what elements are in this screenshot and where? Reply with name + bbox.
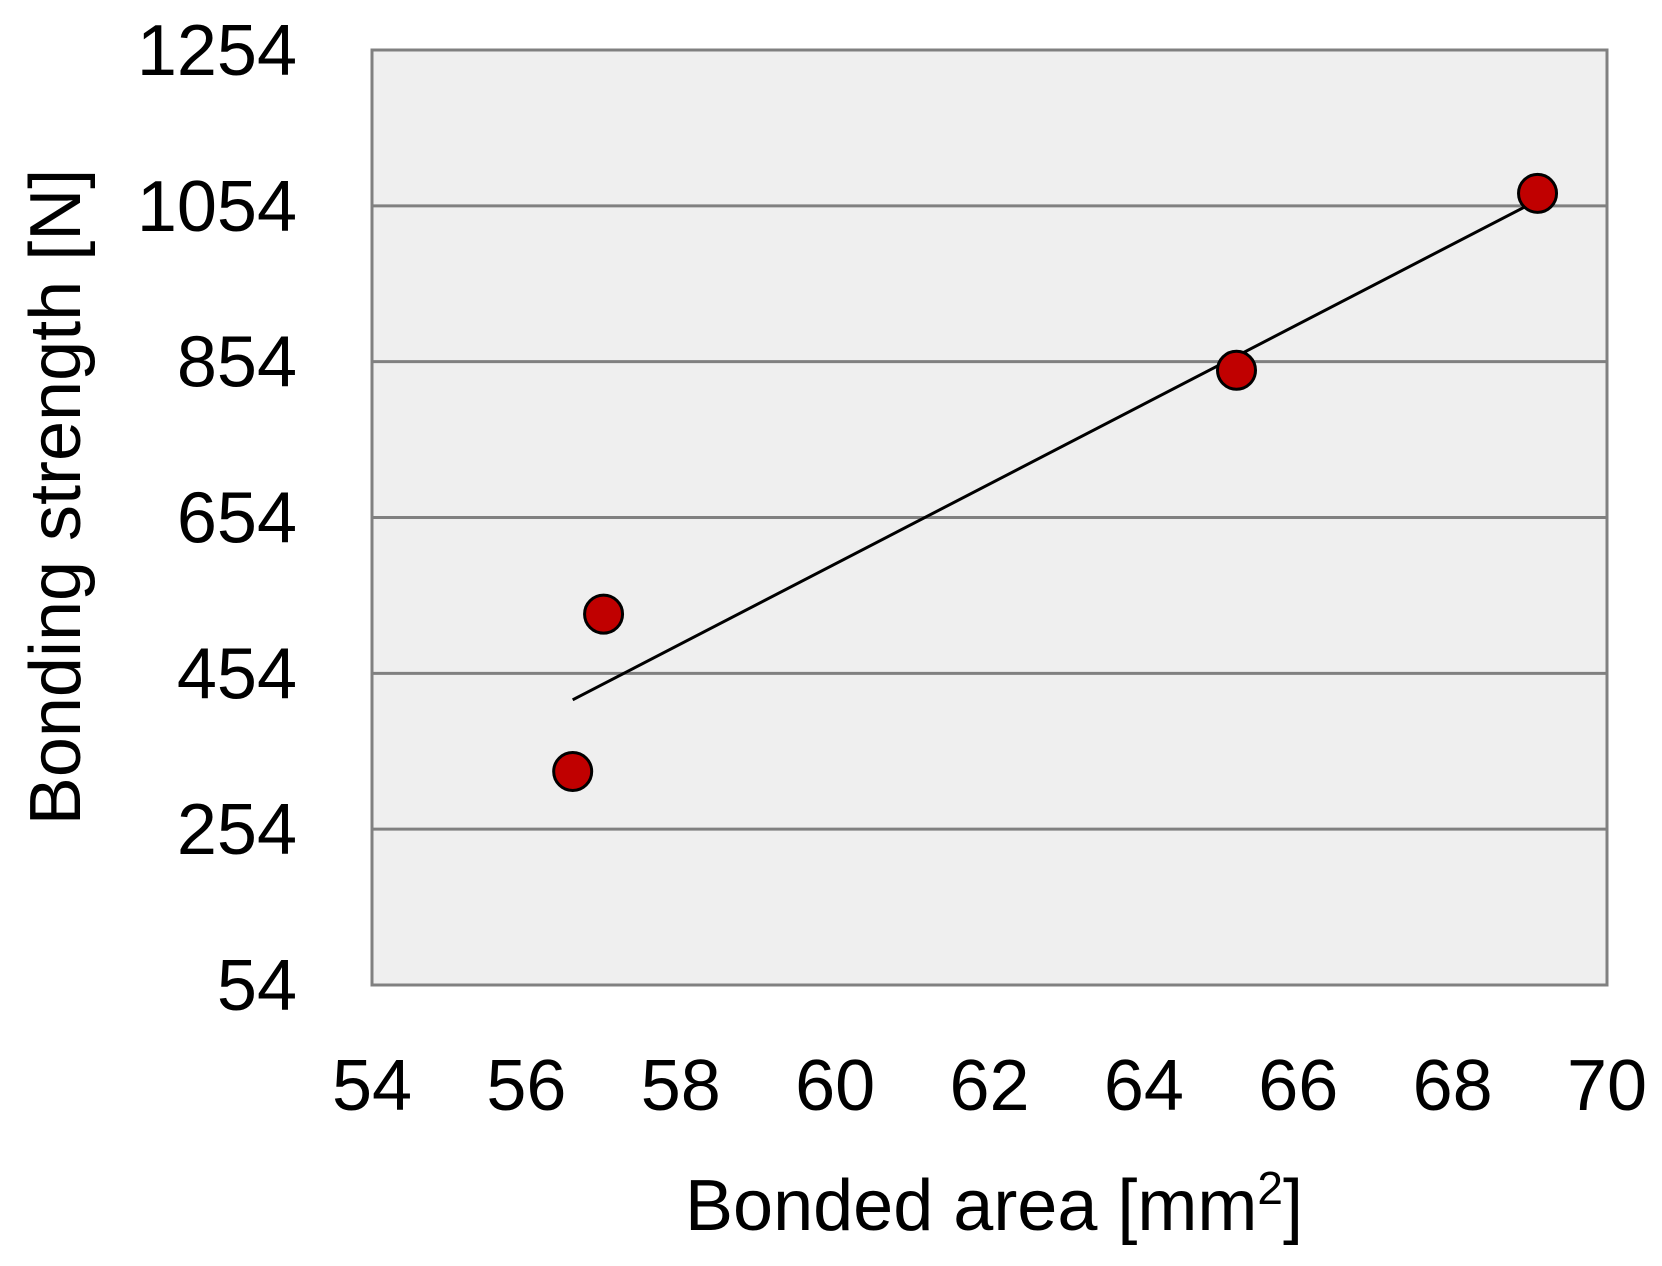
- y-axis-title: Bonding strength [N]: [16, 169, 96, 825]
- x-axis-title-superscript: 2: [1257, 1162, 1283, 1214]
- y-tick-label: 1254: [137, 11, 297, 91]
- grid-lines: [372, 204, 1607, 831]
- y-tick-labels: 54 254 454 654 854 1054 1254: [137, 11, 297, 1026]
- y-tick-label: 254: [177, 790, 297, 870]
- x-axis-title-main: Bonded area [mm: [685, 1166, 1257, 1246]
- y-tick-label: 854: [177, 323, 297, 403]
- x-tick-label: 62: [949, 1046, 1029, 1126]
- x-tick-label: 54: [332, 1046, 412, 1126]
- data-point: [583, 593, 625, 635]
- x-tick-label: 64: [1104, 1046, 1184, 1126]
- plot-border: [370, 48, 1609, 987]
- x-tick-label: 70: [1567, 1046, 1647, 1126]
- y-tick-label: 54: [217, 946, 297, 1026]
- data-point: [552, 751, 594, 793]
- trendline: [571, 202, 1531, 702]
- x-tick-label: 60: [795, 1046, 875, 1126]
- x-tick-label: 56: [486, 1046, 566, 1126]
- x-tick-label: 66: [1258, 1046, 1338, 1126]
- x-tick-labels: 54 56 58 60 62 64 66 68 70: [332, 1046, 1647, 1126]
- x-axis-title-suffix: ]: [1283, 1166, 1303, 1246]
- x-tick-label: 58: [641, 1046, 721, 1126]
- data-point: [1517, 172, 1559, 214]
- data-points: [552, 172, 1559, 793]
- x-tick-label: 68: [1413, 1046, 1493, 1126]
- y-tick-label: 454: [177, 634, 297, 714]
- data-point: [1216, 349, 1257, 391]
- x-axis-title: Bonded area [mm2]: [685, 1162, 1303, 1246]
- y-tick-label: 654: [177, 479, 297, 559]
- y-tick-label: 1054: [137, 167, 297, 247]
